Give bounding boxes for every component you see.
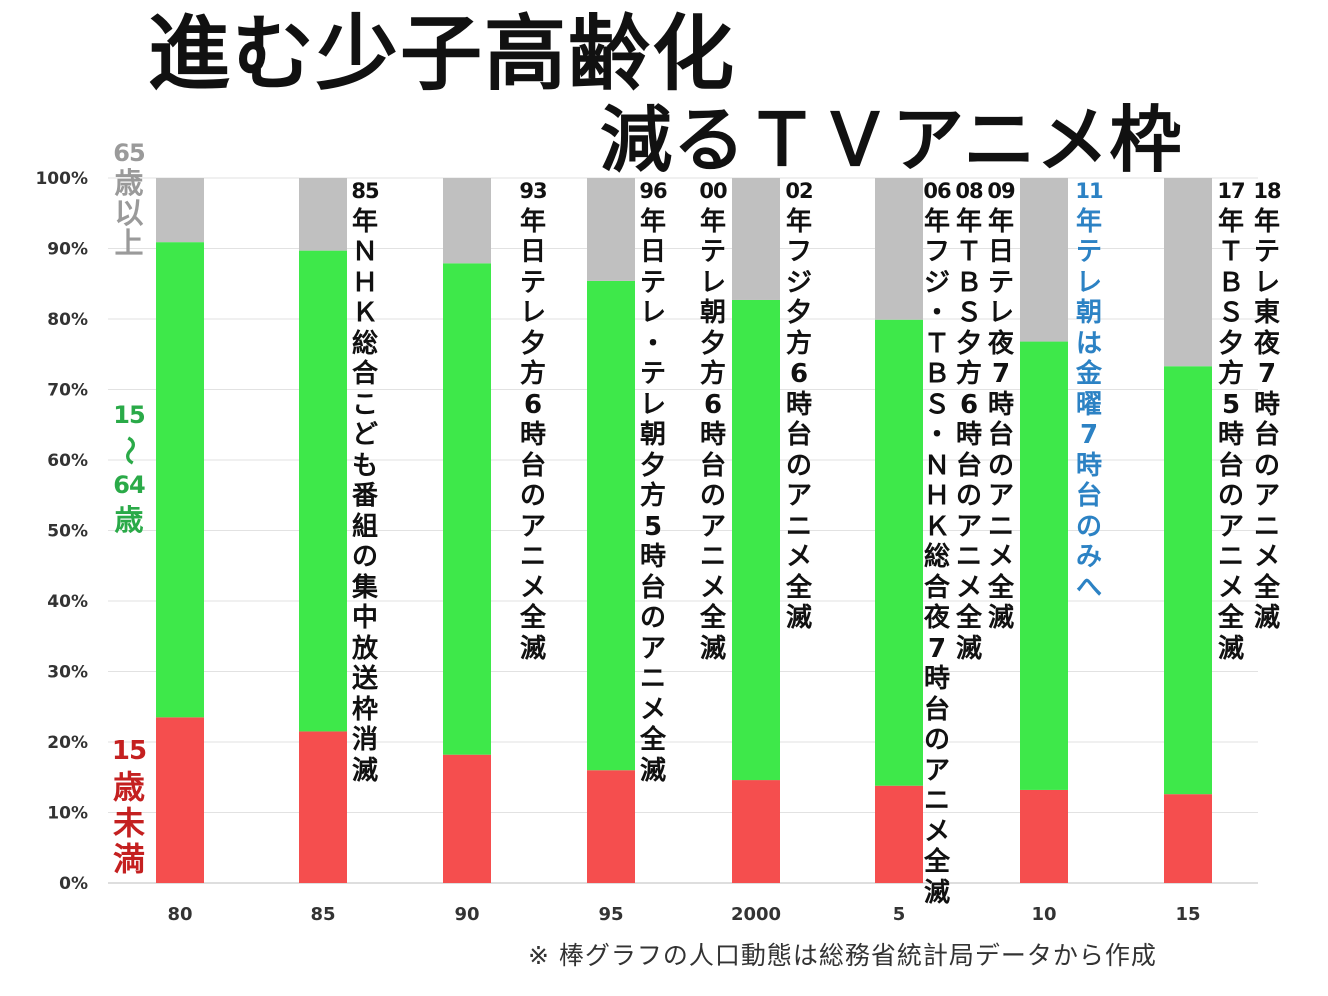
x-tick-label: 2000 [731, 904, 781, 925]
annotation-17: 17 年 Ｔ Ｂ Ｓ 夕方 5 時台のアニメ全滅 [1217, 179, 1245, 664]
axes: 0% 10% 20% 30% 40% 50% 60% 70% 80% 90% 100% 80 85 90 9… [35, 169, 1200, 925]
bar-segment-under15 [156, 717, 204, 883]
x-tick-label: 85 [310, 904, 335, 925]
annotation-08: 08 年 Ｔ Ｂ Ｓ 夕方 6 時台のアニメ全滅 [955, 179, 983, 664]
bar-segment-65plus [587, 178, 635, 281]
bar-segment-under15 [299, 731, 347, 883]
chart-title-line2: 減るＴＶアニメ枠 [600, 98, 1183, 182]
chart-title-line1: 進む少子高齢化 [148, 7, 737, 102]
y-tick-label: 70% [47, 381, 88, 401]
y-tick-label: 40% [47, 592, 88, 612]
bar-segment-15to64 [875, 319, 923, 786]
bar-segment-65plus [875, 178, 923, 320]
bar-segment-65plus [1164, 178, 1212, 367]
x-tick-label: 15 [1175, 904, 1200, 925]
bars [156, 178, 1212, 883]
bar-segment-under15 [732, 780, 780, 883]
y-tick-label: 80% [47, 310, 88, 330]
y-tick-label: 90% [47, 240, 88, 260]
bar-segment-15to64 [1164, 366, 1212, 795]
source-footnote: ※ 棒グラフの人口動態は総務省統計局データから作成 [528, 941, 1157, 970]
annotation-06: 06 年フジ・ Ｔ Ｂ Ｓ ・ Ｎ Ｈ Ｋ 総合夜 7 時台のアニメ全滅 [923, 179, 951, 908]
y-tick-label: 20% [47, 733, 88, 753]
bar-segment-65plus [1020, 178, 1068, 342]
x-tick-label: 95 [598, 904, 623, 925]
bar-segment-65plus [443, 178, 491, 264]
bar-segment-65plus [299, 178, 347, 251]
bar-segment-65plus [156, 178, 204, 243]
bar-segment-15to64 [1020, 341, 1068, 790]
annotation-93: 93 年日テレ夕方 6 時台のアニメ全滅 [519, 179, 547, 664]
bar-segment-15to64 [443, 263, 491, 755]
annotation-11: 11 年テレ朝は金曜 7 時台のみへ [1075, 179, 1103, 603]
x-tick-label: 5 [893, 904, 906, 925]
bar-segment-under15 [1164, 794, 1212, 883]
annotation-09: 09 年日テレ夜 7 時台のアニメ全滅 [987, 179, 1015, 633]
bar-segment-under15 [1020, 789, 1068, 883]
annotation-18: 18 年テレ東夜 7 時台のアニメ全滅 [1253, 179, 1281, 633]
annotation-85: 85 年 Ｎ Ｈ Ｋ 総合こども番組の集中放送枠消滅 [351, 179, 379, 786]
y-tick-label: 50% [47, 522, 88, 542]
bar-segment-15to64 [299, 250, 347, 732]
bar-segment-15to64 [156, 242, 204, 718]
x-tick-label: 10 [1031, 904, 1056, 925]
legend-under15: 15 歳未満 [111, 736, 147, 878]
y-tick-label: 30% [47, 663, 88, 683]
x-tick-label: 90 [454, 904, 479, 925]
y-tick-label: 100% [35, 169, 88, 189]
legend-65plus: 65 歳以上 [113, 139, 145, 260]
bar-segment-15to64 [732, 299, 780, 781]
annotation-02: 02 年フジ夕方 6 時台のアニメ全滅 [785, 179, 813, 633]
y-tick-label: 60% [47, 451, 88, 471]
bar-segment-under15 [443, 754, 491, 883]
y-tick-label: 10% [47, 804, 88, 824]
annotation-00: 00 年テレ朝夕方 6 時台のアニメ全滅 [699, 179, 727, 664]
x-tick-label: 80 [167, 904, 192, 925]
bar-segment-under15 [875, 785, 923, 883]
bar-segment-15to64 [587, 280, 635, 771]
annotation-96: 96 年日テレ・テレ朝夕方 5 時台のアニメ全滅 [639, 179, 667, 786]
bar-segment-under15 [587, 770, 635, 883]
legend-15to64: 15 〜 64 歳 [112, 401, 147, 537]
y-tick-label: 0% [59, 874, 88, 894]
bar-segment-65plus [732, 178, 780, 300]
